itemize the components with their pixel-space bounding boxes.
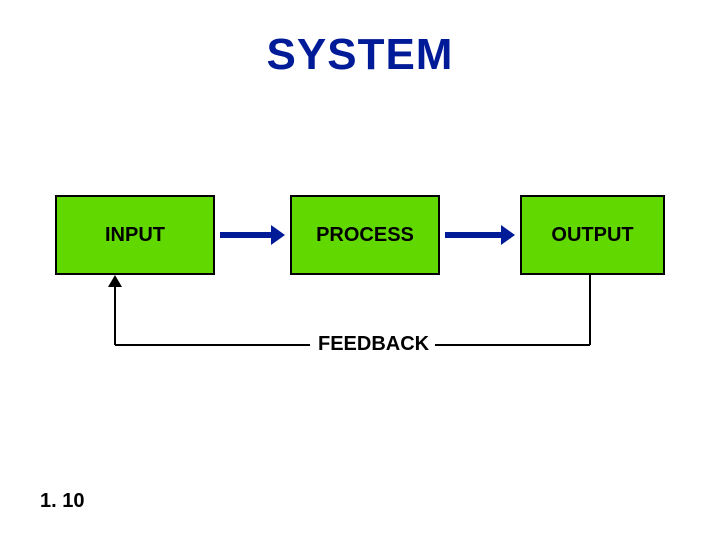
diagram-title: SYSTEM: [0, 30, 720, 80]
feedback-label: FEEDBACK: [318, 333, 429, 356]
node-output: OUTPUT: [520, 195, 665, 275]
page-number: 1. 10: [40, 490, 84, 513]
node-input-label: INPUT: [105, 224, 165, 247]
node-process: PROCESS: [290, 195, 440, 275]
arrow-input-to-process: [220, 225, 285, 245]
node-output-label: OUTPUT: [551, 224, 633, 247]
arrow-process-to-output: [445, 225, 515, 245]
node-input: INPUT: [55, 195, 215, 275]
node-process-label: PROCESS: [316, 224, 414, 247]
